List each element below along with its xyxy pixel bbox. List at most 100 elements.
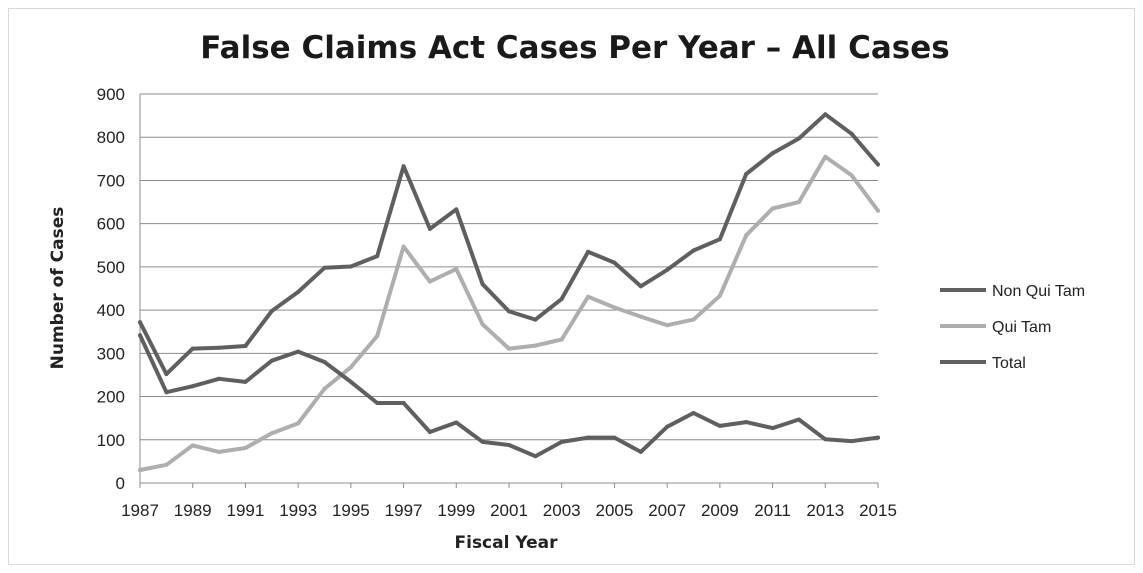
- y-tick-label: 900: [97, 85, 125, 104]
- x-tick-label: 2011: [754, 501, 791, 520]
- chart-frame: [8, 8, 1135, 565]
- chart-title: False Claims Act Cases Per Year – All Ca…: [200, 30, 949, 66]
- y-axis-title: Number of Cases: [48, 207, 68, 370]
- data-point-non-qui-tam: [480, 439, 485, 444]
- data-point-non-qui-tam: [665, 424, 670, 429]
- data-point-non-qui-tam: [348, 379, 353, 384]
- data-point-qui-tam: [823, 154, 828, 159]
- data-point-qui-tam: [507, 346, 511, 351]
- legend-label-total: Total: [992, 355, 1026, 372]
- y-tick-labels: 0 100 200 300 400 500 600 700 800 900: [97, 85, 125, 493]
- data-point-total: [164, 372, 169, 377]
- x-tick-label: 2007: [648, 501, 686, 520]
- y-tick-label: 200: [97, 388, 125, 407]
- data-point-qui-tam: [322, 386, 327, 391]
- series-line-total: [138, 112, 880, 377]
- data-point-non-qui-tam: [296, 349, 301, 354]
- data-point-qui-tam: [744, 233, 749, 238]
- data-point-non-qui-tam: [375, 401, 380, 405]
- data-point-qui-tam: [375, 334, 380, 338]
- x-tick-label: 2009: [701, 501, 739, 520]
- data-point-total: [665, 267, 670, 272]
- gridlines: [140, 93, 878, 441]
- data-point-non-qui-tam: [401, 401, 406, 405]
- data-point-non-qui-tam: [612, 435, 617, 440]
- data-point-total: [876, 162, 880, 167]
- data-point-non-qui-tam: [849, 439, 854, 444]
- data-point-non-qui-tam: [691, 411, 696, 415]
- data-point-non-qui-tam: [190, 384, 195, 389]
- data-point-non-qui-tam: [454, 420, 459, 425]
- data-point-total: [243, 344, 248, 348]
- x-tick-label: 1989: [174, 501, 212, 520]
- data-point-non-qui-tam: [823, 437, 828, 442]
- y-tick-label: 0: [116, 474, 125, 493]
- data-point-qui-tam: [296, 421, 301, 426]
- data-point-qui-tam: [638, 314, 643, 319]
- data-point-total: [375, 254, 380, 259]
- data-point-non-qui-tam: [269, 358, 274, 363]
- data-point-total: [823, 112, 828, 117]
- data-point-total: [296, 290, 301, 294]
- data-point-total: [138, 320, 142, 325]
- data-point-qui-tam: [243, 446, 248, 450]
- data-point-non-qui-tam: [533, 454, 538, 459]
- x-tick-label: 1987: [121, 501, 159, 520]
- data-point-total: [480, 282, 485, 287]
- data-point-total: [691, 248, 696, 253]
- x-tick-label: 2003: [543, 501, 581, 520]
- data-point-non-qui-tam: [217, 376, 222, 381]
- data-point-non-qui-tam: [586, 435, 591, 440]
- y-tick-label: 100: [97, 431, 125, 450]
- x-tick-label: 2013: [806, 501, 844, 520]
- x-tick-label: 1997: [385, 501, 423, 520]
- data-point-qui-tam: [269, 431, 274, 436]
- x-tick-label: 2001: [490, 501, 528, 520]
- y-tick-label: 600: [97, 215, 125, 234]
- data-point-total: [454, 207, 459, 212]
- data-point-non-qui-tam: [322, 360, 327, 364]
- data-point-total: [744, 172, 749, 176]
- data-point-non-qui-tam: [876, 435, 880, 440]
- data-point-qui-tam: [164, 462, 169, 467]
- y-tick-label: 400: [97, 301, 125, 320]
- data-point-qui-tam: [401, 244, 406, 249]
- data-point-total: [507, 309, 511, 314]
- data-point-qui-tam: [586, 294, 591, 299]
- data-point-non-qui-tam: [796, 417, 801, 422]
- legend-label-qui-tam: Qui Tam: [992, 319, 1051, 336]
- data-point-qui-tam: [138, 468, 142, 472]
- data-point-total: [322, 265, 327, 270]
- data-point-non-qui-tam: [559, 439, 564, 444]
- data-point-qui-tam: [849, 173, 854, 178]
- data-point-total: [533, 317, 538, 322]
- data-point-non-qui-tam: [427, 430, 432, 434]
- data-point-qui-tam: [876, 208, 880, 213]
- y-tick-label: 700: [97, 171, 125, 190]
- data-point-non-qui-tam: [243, 379, 248, 384]
- x-tick-label: 1999: [437, 501, 475, 520]
- data-point-qui-tam: [796, 200, 801, 205]
- data-point-total: [348, 264, 353, 269]
- data-point-non-qui-tam: [164, 390, 169, 395]
- data-point-total: [559, 296, 564, 301]
- data-point-qui-tam: [559, 337, 564, 342]
- legend: Non Qui Tam Qui Tam Total: [940, 283, 1085, 372]
- data-point-total: [717, 237, 722, 242]
- data-point-qui-tam: [480, 322, 485, 327]
- data-point-qui-tam: [533, 343, 538, 348]
- data-point-total: [796, 136, 801, 141]
- data-point-qui-tam: [348, 365, 353, 370]
- data-point-qui-tam: [454, 267, 459, 271]
- data-point-total: [190, 346, 195, 351]
- data-point-qui-tam: [665, 323, 670, 328]
- data-point-total: [427, 226, 432, 231]
- data-point-non-qui-tam: [507, 443, 511, 447]
- data-point-qui-tam: [691, 317, 696, 322]
- data-point-total: [638, 284, 643, 289]
- data-point-qui-tam: [612, 305, 617, 310]
- data-point-total: [269, 309, 274, 313]
- series-lines: [138, 112, 880, 472]
- x-tick-label: 1993: [279, 501, 317, 520]
